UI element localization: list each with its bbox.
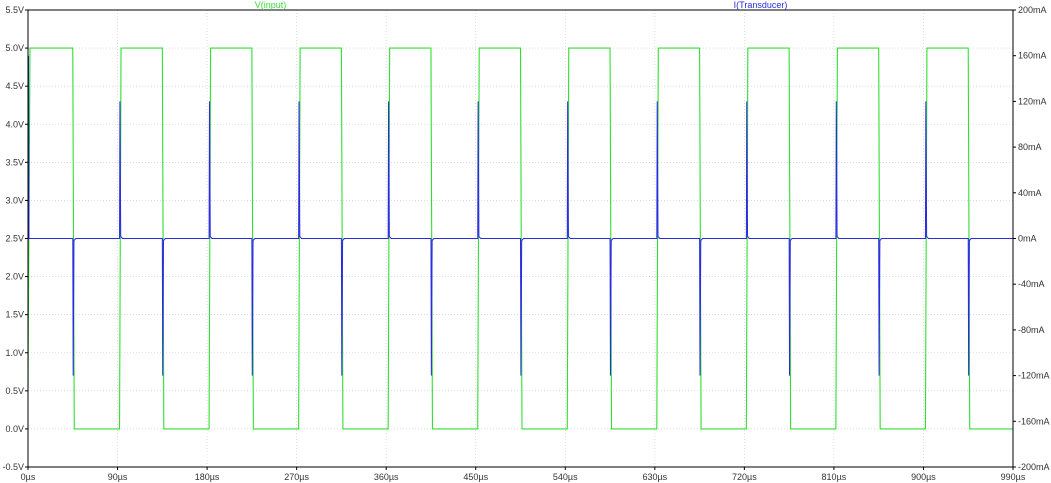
title-i-transducer: I(Transducer) <box>734 0 788 10</box>
y-right-tick-label: 40mA <box>1018 188 1042 198</box>
y-right-tick-label: 0mA <box>1018 234 1037 244</box>
y-left-tick-label: 4.0V <box>5 119 24 129</box>
y-right-ticks: -200mA -160mA -120mA -80mA -40mA 0mA 40mA 80mA 1… <box>1013 5 1050 472</box>
y-right-tick-label: 80mA <box>1018 142 1042 152</box>
x-ticks: 0µs 90µs 180µs 270µs 360µs 450µs 540µs 630µs 720… <box>21 467 1026 482</box>
x-tick-label: 90µs <box>108 472 128 482</box>
series-line-i-transducer <box>27 55 1013 376</box>
x-tick-label: 720µs <box>732 472 757 482</box>
y-left-tick-label: 5.0V <box>5 43 24 53</box>
x-tick-label: 990µs <box>1001 472 1026 482</box>
y-right-tick-label: 160mA <box>1018 51 1047 61</box>
y-right-tick-label: -160mA <box>1018 416 1050 426</box>
x-tick-label: 270µs <box>284 472 309 482</box>
y-left-tick-label: 3.0V <box>5 195 24 205</box>
x-tick-label: 360µs <box>374 472 399 482</box>
x-tick-label: 810µs <box>822 472 847 482</box>
y-left-tick-label: 1.0V <box>5 348 24 358</box>
y-right-tick-label: -80mA <box>1018 325 1045 335</box>
y-left-tick-label: 4.5V <box>5 81 24 91</box>
y-left-ticks: -0.5V 0.0V 0.5V 1.0V 1.5V 2.0V 2.5V 3.0V 3.5V 4.0… <box>2 5 28 472</box>
x-tick-label: 180µs <box>195 472 220 482</box>
y-left-tick-label: 0.0V <box>5 424 24 434</box>
series-i-transducer <box>27 55 1013 376</box>
y-left-tick-label: 2.5V <box>5 234 24 244</box>
y-right-tick-label: 200mA <box>1018 5 1047 15</box>
y-right-tick-label: 120mA <box>1018 96 1047 106</box>
y-left-tick-label: 5.5V <box>5 5 24 15</box>
y-right-tick-label: -200mA <box>1018 462 1050 472</box>
x-tick-label: 540µs <box>553 472 578 482</box>
title-v-input: V(input) <box>255 0 287 10</box>
x-tick-label: 0µs <box>21 472 36 482</box>
x-tick-label: 900µs <box>911 472 936 482</box>
y-left-tick-label: 2.0V <box>5 272 24 282</box>
y-left-tick-label: 3.5V <box>5 157 24 167</box>
y-right-tick-label: -40mA <box>1018 279 1045 289</box>
x-tick-label: 630µs <box>642 472 667 482</box>
y-right-tick-label: -120mA <box>1018 371 1050 381</box>
x-tick-label: 450µs <box>463 472 488 482</box>
y-left-tick-label: 1.5V <box>5 310 24 320</box>
y-left-tick-label: -0.5V <box>2 462 24 472</box>
y-left-tick-label: 0.5V <box>5 386 24 396</box>
